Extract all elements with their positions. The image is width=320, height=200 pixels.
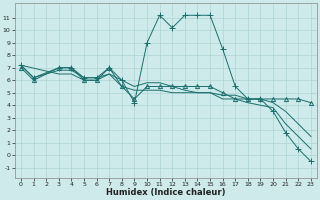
X-axis label: Humidex (Indice chaleur): Humidex (Indice chaleur) xyxy=(106,188,226,197)
